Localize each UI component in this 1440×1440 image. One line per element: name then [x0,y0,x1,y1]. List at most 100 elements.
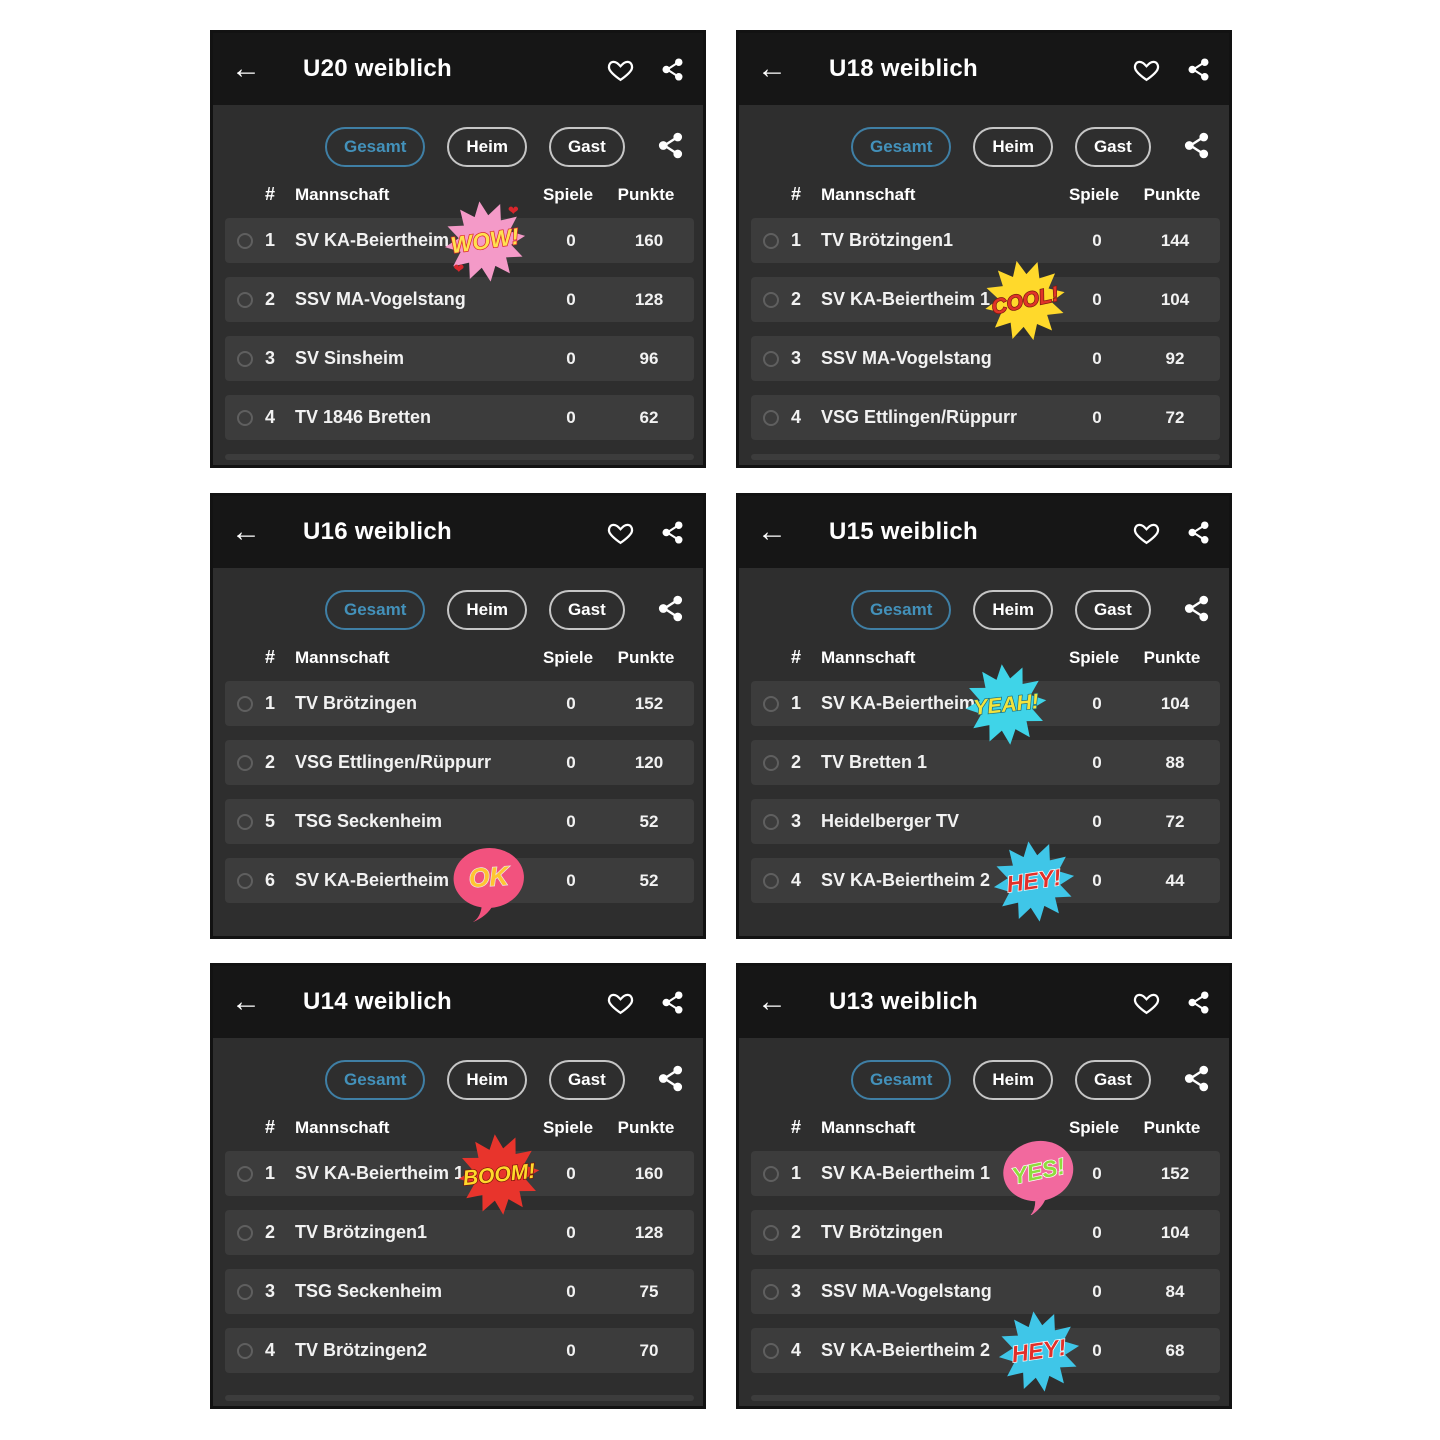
col-points: Punkte [1143,184,1201,204]
table-row[interactable]: 2 VSG Ettlingen/Rüppurr 0 120 [225,740,694,785]
table-row[interactable]: 2 SV KA-Beiertheim 1 0 104 COOL! [751,260,1220,341]
radio-circle-icon[interactable] [763,813,779,830]
share-icon[interactable] [656,594,685,623]
radio-circle-icon[interactable] [763,695,779,712]
tab-gast[interactable]: Gast [548,590,625,630]
table-row[interactable]: 5 TSG Seckenheim 0 52 [225,799,694,844]
back-arrow-icon[interactable]: ← [231,985,261,1018]
radio-circle-icon[interactable] [763,1283,779,1300]
table-row[interactable]: 1 TV Brötzingen1 0 144 [751,218,1220,263]
radio-circle-icon[interactable] [237,754,253,771]
table-row[interactable]: 3 TSG Seckenheim 0 75 [225,1269,694,1314]
tab-heim[interactable]: Heim [447,1060,527,1100]
share-icon[interactable] [656,131,685,160]
share-icon[interactable] [1182,131,1211,160]
radio-circle-icon[interactable] [237,872,253,889]
back-arrow-icon[interactable]: ← [757,985,787,1018]
table-row[interactable]: 3 SV Sinsheim 0 96 [225,336,694,381]
share-icon[interactable] [1186,990,1211,1015]
tab-gesamt[interactable]: Gesamt [851,127,952,167]
tab-gesamt[interactable]: Gesamt [851,1060,952,1100]
table-row[interactable]: 4 VSG Ettlingen/Rüppurr 0 72 [751,395,1220,440]
favorite-heart-icon[interactable] [607,990,634,1015]
share-icon[interactable] [1182,1064,1211,1093]
share-icon[interactable] [1182,594,1211,623]
tab-gesamt[interactable]: Gesamt [325,1060,426,1100]
tab-heim[interactable]: Heim [447,590,527,630]
table-row[interactable]: 1 SV KA-Beiertheim 1 0 104 YEAH! [751,664,1220,745]
radio-circle-icon[interactable] [763,1165,779,1182]
radio-circle-icon[interactable] [763,232,779,249]
tab-gast[interactable]: Gast [548,127,625,167]
svg-text:❤: ❤ [453,261,464,276]
table-row[interactable]: 4 SV KA-Beiertheim 2 0 68 HEY! [751,1311,1220,1392]
radio-circle-icon[interactable] [763,350,779,367]
league-panel: ← U16 weiblich [210,493,706,939]
favorite-heart-icon[interactable] [1133,990,1160,1015]
tab-gesamt[interactable]: Gesamt [325,590,426,630]
table-row[interactable]: 3 SSV MA-Vogelstang 0 84 [751,1269,1220,1314]
tab-gast[interactable]: Gast [1074,590,1151,630]
radio-circle-icon[interactable] [237,291,253,308]
back-arrow-icon[interactable]: ← [231,52,261,85]
radio-circle-icon[interactable] [237,813,253,830]
tab-gesamt[interactable]: Gesamt [851,590,952,630]
share-icon[interactable] [656,1064,685,1093]
favorite-heart-icon[interactable] [1133,520,1160,545]
radio-circle-icon[interactable] [763,1342,779,1359]
share-icon[interactable] [660,520,685,545]
tab-heim[interactable]: Heim [447,127,527,167]
radio-circle-icon[interactable] [237,1165,253,1182]
radio-circle-icon[interactable] [237,1224,253,1241]
table-row[interactable]: 4 SV KA-Beiertheim 2 0 44 HEY! [751,841,1220,922]
filter-tabs: Gesamt Heim Gast [739,1038,1229,1100]
col-points: Punkte [1143,1117,1201,1137]
share-icon[interactable] [660,990,685,1015]
share-icon[interactable] [1186,520,1211,545]
tab-heim[interactable]: Heim [973,127,1053,167]
table-row[interactable]: 2 TV Brötzingen1 0 128 [225,1210,694,1255]
back-arrow-icon[interactable]: ← [757,52,787,85]
table-row[interactable]: 1 SV KA-Beiertheim 0 160 WOW! ❤ ❤ [225,201,694,282]
table-row[interactable]: 4 TV Brötzingen2 0 70 [225,1328,694,1373]
table-row[interactable]: 1 TV Brötzingen 0 152 [225,681,694,726]
table-row[interactable]: 2 TV Brötzingen 0 104 [751,1210,1220,1255]
standings-list: 1 SV KA-Beiertheim 0 160 WOW! ❤ ❤ 2 SSV MA… [213,201,703,440]
share-icon[interactable] [1186,57,1211,82]
radio-circle-icon[interactable] [763,872,779,889]
next-row-sliver [225,454,694,460]
radio-circle-icon[interactable] [237,409,253,426]
table-row[interactable]: 3 Heidelberger TV 0 72 [751,799,1220,844]
table-row[interactable]: 1 SV KA-Beiertheim 1 0 152 YES! [751,1140,1220,1218]
table-row[interactable]: 2 SSV MA-Vogelstang 0 128 [225,277,694,322]
radio-circle-icon[interactable] [237,695,253,712]
tab-heim[interactable]: Heim [973,590,1053,630]
back-arrow-icon[interactable]: ← [231,515,261,548]
table-row[interactable]: 6 SV KA-Beiertheim 0 52 OK [225,848,694,923]
radio-circle-icon[interactable] [763,291,779,308]
table-row[interactable]: 2 TV Bretten 1 0 88 [751,740,1220,785]
radio-circle-icon[interactable] [237,1283,253,1300]
radio-circle-icon[interactable] [763,409,779,426]
col-points: Punkte [617,184,675,204]
tab-heim[interactable]: Heim [973,1060,1053,1100]
table-row[interactable]: 1 SV KA-Beiertheim 1 0 160 BOOM! [225,1134,694,1215]
tab-gesamt[interactable]: Gesamt [325,127,426,167]
radio-circle-icon[interactable] [237,232,253,249]
radio-circle-icon[interactable] [763,1224,779,1241]
table-row[interactable]: 3 SSV MA-Vogelstang 0 92 [751,336,1220,381]
back-arrow-icon[interactable]: ← [757,515,787,548]
panel-body: Gesamt Heim Gast # Mannschaft Spiele [213,105,703,465]
favorite-heart-icon[interactable] [1133,57,1160,82]
tab-gast[interactable]: Gast [548,1060,625,1100]
share-icon[interactable] [660,57,685,82]
tab-gast[interactable]: Gast [1074,127,1151,167]
radio-circle-icon[interactable] [237,350,253,367]
table-row[interactable]: 4 TV 1846 Bretten 0 62 [225,395,694,440]
radio-circle-icon[interactable] [763,754,779,771]
favorite-heart-icon[interactable] [607,520,634,545]
tab-gast[interactable]: Gast [1074,1060,1151,1100]
games-cell: 0 [1092,693,1102,713]
favorite-heart-icon[interactable] [607,57,634,82]
radio-circle-icon[interactable] [237,1342,253,1359]
